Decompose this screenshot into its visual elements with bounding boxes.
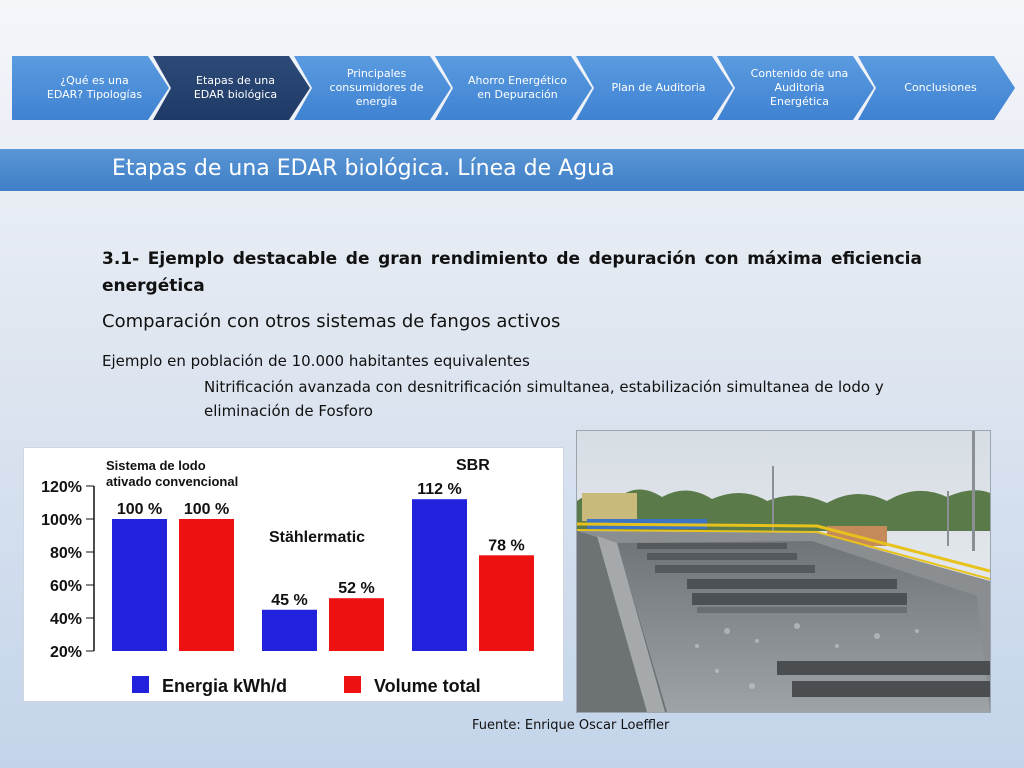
bar-energia-2 <box>412 499 467 651</box>
nav-step-label: Plan de Auditoria <box>611 81 706 94</box>
nav-step-label: Etapas de una EDAR biológica <box>193 74 278 101</box>
nav-step-etapas-edar[interactable]: Etapas de una EDAR biológica <box>153 56 310 120</box>
bar-volume-2 <box>479 555 534 651</box>
bar-energia-0 <box>112 519 167 651</box>
y-tick-label: 60% <box>50 578 82 595</box>
category-label-sbr: SBR <box>456 457 490 474</box>
slide-subheading: Comparación con otros sistemas de fangos… <box>102 311 561 332</box>
bar-value-label: 78 % <box>488 537 524 554</box>
nav-step-label: ¿Qué es una EDAR? Tipologías <box>46 74 143 101</box>
comparison-bar-chart: 20% 40% 60% 80% 100% 120% 100 % 45 % 112 % 100 % 5… <box>23 447 564 702</box>
nav-step-label: Conclusiones <box>904 81 977 94</box>
slide-heading: 3.1- Ejemplo destacable de gran rendimie… <box>102 249 922 296</box>
bar-value-label: 100 % <box>184 501 229 518</box>
y-tick-label: 40% <box>50 611 82 628</box>
bar-value-label: 100 % <box>117 501 162 518</box>
y-tick-label: 120% <box>41 479 82 496</box>
process-description: Nitrificación avanzada con desnitrificac… <box>204 378 884 420</box>
chart-svg: 20% 40% 60% 80% 100% 120% 100 % 45 % 112 % 100 % 5… <box>41 457 534 696</box>
legend-swatch-energia <box>132 676 149 693</box>
nav-step-contenido-auditoria[interactable]: Contenido de una Auditoria Energética <box>717 56 874 120</box>
legend-label-energia: Energia kWh/d <box>162 676 287 696</box>
nav-step-plan-auditoria[interactable]: Plan de Auditoria <box>576 56 733 120</box>
population-text: Ejemplo en población de 10.000 habitante… <box>102 352 530 370</box>
y-tick-label: 100% <box>41 512 82 529</box>
bar-volume-1 <box>329 598 384 651</box>
nav-step-conclusiones[interactable]: Conclusiones <box>858 56 1015 120</box>
bar-value-label: 52 % <box>338 580 374 597</box>
section-header-bar <box>0 149 1024 191</box>
section-title: Etapas de una EDAR biológica. Línea de A… <box>112 156 615 181</box>
nav-step-label: Contenido de una Auditoria Energética <box>750 67 849 108</box>
wastewater-treatment-tank-photo <box>576 430 991 713</box>
category-label-convencional: Sistema de lodo <box>106 458 206 473</box>
bar-volume-0 <box>179 519 234 651</box>
source-caption: Fuente: Enrique Oscar Loeffler <box>472 718 670 733</box>
bar-value-label: 45 % <box>271 592 307 609</box>
treatment-plant-illustration <box>576 431 991 712</box>
legend-swatch-volume <box>344 676 361 693</box>
nav-step-principales-consumidores[interactable]: Principales consumidores de energía <box>294 56 451 120</box>
nav-step-label: Ahorro Energético en Depuración <box>468 74 567 101</box>
bar-value-label: 112 % <box>417 481 461 498</box>
nav-step-que-es-una-edar[interactable]: ¿Qué es una EDAR? Tipologías <box>12 56 169 120</box>
bar-energia-1 <box>262 609 317 651</box>
nav-step-ahorro-energetico[interactable]: Ahorro Energético en Depuración <box>435 56 592 120</box>
nav-step-label: Principales consumidores de energía <box>329 67 424 108</box>
category-label-convencional-2: ativado convencional <box>106 474 238 489</box>
legend-label-volume: Volume total <box>374 676 481 696</box>
y-tick-label: 80% <box>50 545 82 562</box>
process-navigation: ¿Qué es una EDAR? Tipologías Etapas de u… <box>12 56 1015 120</box>
y-tick-label: 20% <box>50 644 82 661</box>
category-label-stahlermatic: Stählermatic <box>269 529 365 546</box>
